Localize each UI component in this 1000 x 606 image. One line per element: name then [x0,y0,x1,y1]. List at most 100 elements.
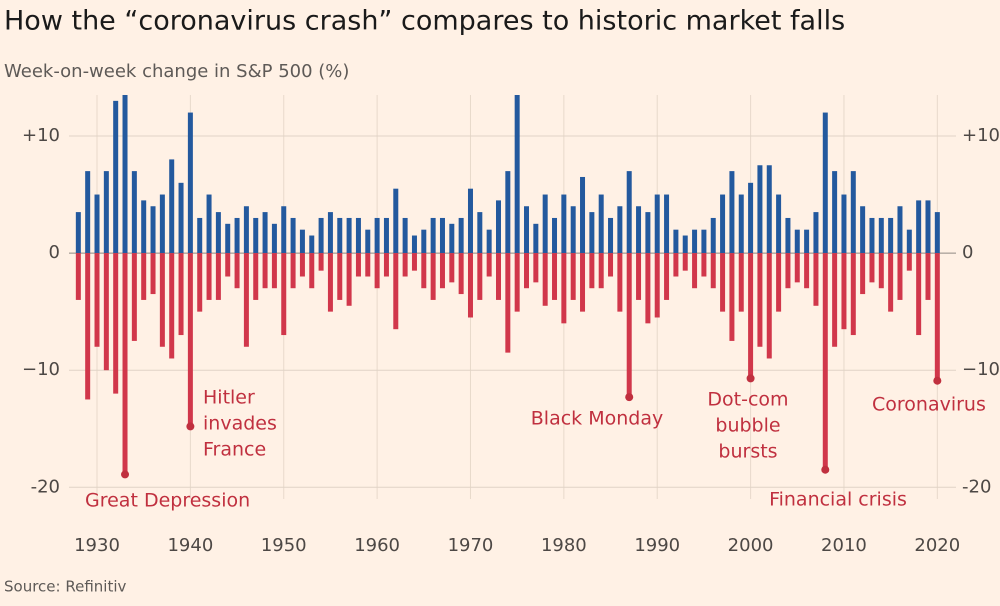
annotation-label: invades [203,413,277,435]
bar [542,194,548,254]
bar [159,194,165,254]
x-tick-label: 1930 [74,535,120,556]
x-tick-label: 2010 [821,535,867,556]
bar [542,253,548,306]
bar [794,229,800,254]
bar [738,194,744,254]
bar [271,223,277,254]
annotation-label: France [203,439,266,461]
bar [299,229,305,254]
bar [804,253,810,289]
bar [486,253,492,277]
bar [794,253,800,283]
bar [720,194,726,254]
bar [243,206,249,254]
bar [477,212,483,254]
bar [822,253,828,470]
bar [598,194,604,254]
bar [785,217,791,254]
bar [552,253,558,300]
bar [934,212,940,254]
bar [393,188,399,254]
bar [309,253,315,289]
bar [636,253,642,300]
y-tick-label: −10 [962,359,1000,380]
bar [804,229,810,254]
bar [832,253,838,347]
bar [925,200,931,254]
bar [131,253,137,341]
bar [225,223,231,254]
bar [757,165,763,254]
bar [617,206,623,254]
bar [253,253,259,300]
bar [411,235,417,254]
bar [346,217,352,254]
bar [692,253,698,289]
bar [197,217,203,254]
chart-subtitle: Week-on-week change in S&P 500 (%) [4,61,349,82]
bar [860,206,866,254]
bar [897,206,903,254]
bar [822,112,828,254]
bar [309,235,315,254]
bar [271,253,277,289]
annotation-dot [746,374,755,383]
annotation-label: Black Monday [531,408,663,430]
annotation-dot [821,465,830,474]
y-tick-label: +10 [22,125,60,146]
bar [94,253,100,347]
bar [103,171,109,254]
annotation-label: Financial crisis [769,489,907,511]
y-tick-label: -20 [962,476,991,497]
bar [281,253,287,336]
bar [346,253,352,306]
bar [514,95,520,254]
bar [645,212,651,254]
bar [206,253,212,300]
bar [748,182,754,254]
bar [355,217,361,254]
bar [374,253,380,289]
y-tick-label: −10 [22,359,60,380]
bar [103,253,109,371]
bar [243,253,249,347]
bar [897,253,903,300]
annotation-label: Hitler [203,387,255,409]
annotation-label: bursts [718,441,777,463]
bar [495,253,501,300]
x-tick-label: 1950 [261,535,307,556]
bar [383,253,389,277]
bar [131,171,137,254]
bar [113,100,119,254]
bar [141,200,147,254]
annotation-label: Great Depression [85,490,250,512]
bar [570,206,576,254]
bar [673,253,679,277]
bar [608,217,614,254]
bar [552,217,558,254]
y-tick-label: 0 [49,242,60,263]
bar [673,229,679,254]
bar [178,253,184,336]
bar [813,253,819,306]
bar [701,253,707,277]
bar [776,253,782,312]
bar [467,253,473,318]
bar [206,194,212,254]
bar [75,212,81,254]
bar [187,253,193,427]
bar [225,253,231,277]
chart-title: How the “coronavirus crash” compares to … [4,6,845,37]
bar [495,200,501,254]
bar [570,253,576,300]
bar [215,212,221,254]
bar [449,223,455,254]
bar [430,217,436,254]
bar [514,253,520,312]
bar [580,176,586,254]
source: Source: Refinitiv [4,578,126,596]
bar [113,253,119,394]
x-tick-label: 1970 [448,535,494,556]
bar [664,194,670,254]
